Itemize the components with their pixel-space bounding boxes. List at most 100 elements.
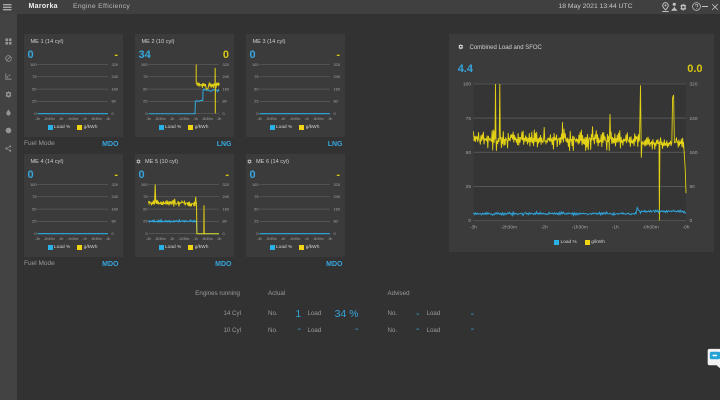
svg-text:50: 50 xyxy=(143,206,148,211)
svg-text:160: 160 xyxy=(222,86,229,91)
svg-text:160: 160 xyxy=(333,206,340,211)
svg-text:-2h: -2h xyxy=(58,237,63,241)
svg-text:50: 50 xyxy=(254,206,259,211)
svg-text:320: 320 xyxy=(111,62,118,67)
svg-text:50: 50 xyxy=(32,86,37,91)
svg-text:-1h30m: -1h30m xyxy=(289,237,300,241)
svg-text:0: 0 xyxy=(34,111,37,116)
svg-text:-2h30m: -2h30m xyxy=(154,237,165,241)
svg-text:75: 75 xyxy=(32,194,36,199)
svg-text:0: 0 xyxy=(256,231,259,236)
svg-text:-1h: -1h xyxy=(82,117,87,121)
svg-text:-3h: -3h xyxy=(35,237,40,241)
svg-text:320: 320 xyxy=(222,62,229,67)
svg-text:0: 0 xyxy=(222,231,225,236)
svg-text:0: 0 xyxy=(145,111,148,116)
svg-text:25: 25 xyxy=(32,99,36,104)
svg-text:-0h: -0h xyxy=(105,237,110,241)
svg-text:-1h30m: -1h30m xyxy=(67,117,78,121)
svg-text:-0h: -0h xyxy=(216,117,221,121)
svg-text:80: 80 xyxy=(222,99,227,104)
svg-text:-0h30m: -0h30m xyxy=(90,117,101,121)
svg-text:75: 75 xyxy=(254,194,258,199)
svg-text:-1h: -1h xyxy=(612,225,619,231)
svg-text:0: 0 xyxy=(111,231,114,236)
svg-text:-3h: -3h xyxy=(146,117,151,121)
svg-text:-2h: -2h xyxy=(58,117,63,121)
svg-text:0: 0 xyxy=(690,218,693,224)
svg-text:75: 75 xyxy=(143,194,147,199)
svg-text:-1h: -1h xyxy=(304,237,309,241)
svg-text:25: 25 xyxy=(32,219,36,224)
svg-text:-3h: -3h xyxy=(35,117,40,121)
svg-text:80: 80 xyxy=(111,219,116,224)
svg-text:80: 80 xyxy=(222,219,227,224)
svg-text:-3h: -3h xyxy=(257,237,262,241)
svg-text:320: 320 xyxy=(333,62,340,67)
svg-text:80: 80 xyxy=(111,99,116,104)
svg-text:0: 0 xyxy=(256,111,259,116)
svg-text:50: 50 xyxy=(466,150,472,156)
svg-text:100: 100 xyxy=(141,182,148,187)
svg-text:240: 240 xyxy=(333,74,340,79)
svg-text:50: 50 xyxy=(32,206,37,211)
svg-text:240: 240 xyxy=(222,74,229,79)
svg-text:100: 100 xyxy=(30,182,37,187)
svg-text:-0h: -0h xyxy=(327,117,332,121)
svg-text:80: 80 xyxy=(333,99,338,104)
svg-text:100: 100 xyxy=(141,62,148,67)
svg-text:50: 50 xyxy=(254,86,259,91)
svg-text:-0h30m: -0h30m xyxy=(201,237,212,241)
svg-text:-2h30m: -2h30m xyxy=(154,117,165,121)
svg-text:-1h: -1h xyxy=(193,237,198,241)
svg-text:80: 80 xyxy=(690,184,696,190)
svg-text:-0h: -0h xyxy=(216,237,221,241)
svg-text:-2h: -2h xyxy=(169,117,174,121)
svg-text:80: 80 xyxy=(333,219,338,224)
svg-text:75: 75 xyxy=(143,74,147,79)
svg-text:100: 100 xyxy=(463,82,471,88)
svg-text:-1h30m: -1h30m xyxy=(572,225,588,231)
svg-text:240: 240 xyxy=(690,116,698,122)
svg-text:-2h30m: -2h30m xyxy=(265,117,276,121)
svg-text:0: 0 xyxy=(34,231,37,236)
svg-text:-3h: -3h xyxy=(470,225,477,231)
svg-text:-2h30m: -2h30m xyxy=(43,237,54,241)
svg-text:0: 0 xyxy=(222,111,225,116)
svg-text:160: 160 xyxy=(111,86,118,91)
svg-text:0: 0 xyxy=(111,111,114,116)
svg-text:-2h: -2h xyxy=(280,117,285,121)
svg-text:-1h30m: -1h30m xyxy=(178,237,189,241)
svg-text:100: 100 xyxy=(30,62,37,67)
svg-text:-2h30m: -2h30m xyxy=(265,237,276,241)
svg-text:320: 320 xyxy=(222,182,229,187)
svg-text:-2h30m: -2h30m xyxy=(501,225,517,231)
svg-text:25: 25 xyxy=(143,99,147,104)
svg-text:-3h: -3h xyxy=(146,237,151,241)
svg-text:-0h30m: -0h30m xyxy=(312,237,323,241)
svg-text:25: 25 xyxy=(466,184,472,190)
svg-text:-1h30m: -1h30m xyxy=(67,237,78,241)
svg-text:240: 240 xyxy=(222,194,229,199)
svg-text:-3h: -3h xyxy=(257,117,262,121)
svg-text:50: 50 xyxy=(143,86,148,91)
svg-text:320: 320 xyxy=(690,82,698,88)
svg-text:160: 160 xyxy=(690,150,698,156)
svg-text:-0h30m: -0h30m xyxy=(642,225,658,231)
svg-text:-1h30m: -1h30m xyxy=(289,117,300,121)
svg-text:160: 160 xyxy=(111,206,118,211)
svg-text:-0h30m: -0h30m xyxy=(201,117,212,121)
svg-text:75: 75 xyxy=(254,74,258,79)
svg-text:160: 160 xyxy=(222,206,229,211)
svg-text:25: 25 xyxy=(254,99,258,104)
svg-text:240: 240 xyxy=(111,194,118,199)
svg-text:0: 0 xyxy=(468,218,471,224)
svg-text:100: 100 xyxy=(252,182,259,187)
svg-text:0: 0 xyxy=(333,111,336,116)
svg-text:-1h: -1h xyxy=(193,117,198,121)
svg-text:-2h: -2h xyxy=(280,237,285,241)
svg-text:160: 160 xyxy=(333,86,340,91)
svg-text:-0h30m: -0h30m xyxy=(90,237,101,241)
svg-text:-2h: -2h xyxy=(169,237,174,241)
svg-text:-1h30m: -1h30m xyxy=(178,117,189,121)
